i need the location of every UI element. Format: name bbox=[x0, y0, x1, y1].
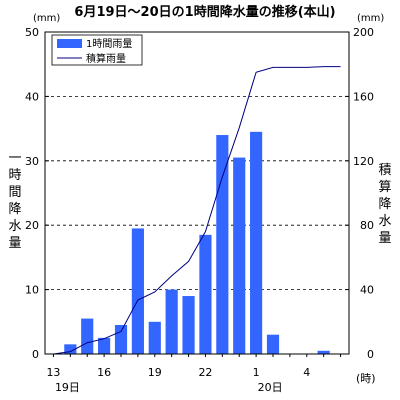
y-right-tick-label: 200 bbox=[353, 26, 374, 39]
y-right-tick-label: 160 bbox=[353, 90, 374, 103]
y-right-tick-label: 120 bbox=[353, 155, 374, 168]
y-right-label-char: 水 bbox=[378, 214, 391, 229]
rain-bar bbox=[131, 228, 144, 354]
y-left-tick-label: 40 bbox=[25, 90, 39, 103]
y-right-ticks: 0 40 80 120 160 200 bbox=[345, 26, 374, 361]
y-right-label-char: 降 bbox=[378, 197, 391, 212]
y-right-label-char: 量 bbox=[378, 231, 391, 246]
rain-bar bbox=[266, 334, 280, 354]
x-tick-label: 1 bbox=[253, 366, 260, 379]
rain-bar bbox=[98, 337, 111, 354]
y-left-tick-label: 0 bbox=[32, 348, 39, 361]
y-left-label-char: 時 bbox=[8, 168, 21, 183]
hourly-rain-bars bbox=[64, 131, 330, 354]
rain-bar bbox=[182, 296, 195, 354]
y-left-tick-label: 30 bbox=[25, 155, 39, 168]
y-left-label-char: 一 bbox=[8, 151, 21, 166]
x-date-label: 20日 bbox=[258, 381, 283, 394]
y-left-ticks: 0 10 20 30 40 50 bbox=[25, 26, 49, 361]
x-tick-label: 13 bbox=[46, 366, 60, 379]
rain-bar bbox=[216, 135, 229, 354]
y-left-label-char: 間 bbox=[8, 185, 21, 200]
legend-bar-swatch bbox=[57, 39, 82, 48]
x-tick-label: 22 bbox=[198, 366, 212, 379]
x-tick-label: 4 bbox=[303, 366, 310, 379]
rain-bar bbox=[199, 234, 212, 354]
y-left-label-char: 降 bbox=[8, 202, 21, 217]
cumulative-rain-line bbox=[53, 66, 341, 355]
x-ticks: 13 16 19 22 1 4 19日 20日 bbox=[46, 354, 342, 394]
y-left-tick-label: 10 bbox=[25, 284, 39, 297]
rain-bar bbox=[250, 131, 263, 354]
y-left-tick-label: 20 bbox=[25, 219, 39, 232]
y-left-unit: (mm) bbox=[33, 13, 60, 24]
cumulative-rain-line-group bbox=[53, 66, 341, 355]
y-left-tick-label: 50 bbox=[25, 26, 39, 39]
rain-bar bbox=[165, 289, 178, 354]
y-right-tick-label: 0 bbox=[367, 348, 374, 361]
rain-bar bbox=[64, 344, 77, 354]
y-right-label-char: 算 bbox=[378, 180, 391, 195]
rain-bar bbox=[81, 318, 94, 354]
legend: 1時間雨量 積算雨量 bbox=[51, 34, 143, 66]
y-right-tick-label: 40 bbox=[360, 284, 374, 297]
rain-bar bbox=[148, 321, 161, 354]
rain-bar bbox=[114, 325, 128, 354]
x-unit-label: (時) bbox=[356, 372, 376, 385]
plot-frame bbox=[44, 31, 350, 355]
chart-title: 6月19日～20日の1時間降水量の推移(本山) bbox=[74, 4, 335, 20]
x-tick-label: 16 bbox=[97, 366, 111, 379]
y-left-label-char: 水 bbox=[8, 219, 21, 234]
y-left-label-char: 量 bbox=[8, 236, 21, 251]
y-right-unit: (mm) bbox=[357, 13, 384, 24]
legend-bar-label: 1時間雨量 bbox=[86, 38, 132, 50]
x-date-label: 19日 bbox=[55, 381, 80, 394]
rain-bar bbox=[233, 157, 246, 354]
gridlines bbox=[45, 96, 349, 291]
rain-bar bbox=[317, 350, 330, 354]
x-tick-label: 19 bbox=[148, 366, 162, 379]
legend-line-label: 積算雨量 bbox=[86, 52, 126, 65]
y-right-tick-label: 80 bbox=[360, 219, 374, 232]
y-right-label-char: 積 bbox=[378, 163, 391, 178]
